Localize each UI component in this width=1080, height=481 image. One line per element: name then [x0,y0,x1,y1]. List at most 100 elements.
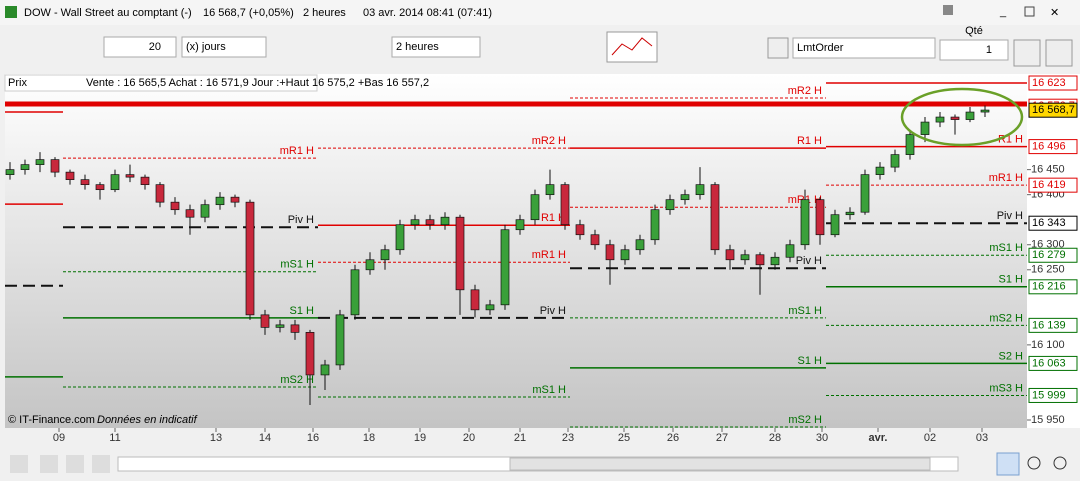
close[interactable]: ✕ [1050,7,1059,19]
pivot-label: mS1 H [989,242,1023,254]
candle-body [50,159,60,173]
plot: mR1 H Piv H mS1 H S1 H mS2 H mR2 H R1 H mR1 H Pi… [5,82,1027,428]
sell-button[interactable] [1045,39,1073,67]
scroll-thumb[interactable] [509,457,931,471]
candle-body [110,174,120,191]
candle-body [200,204,210,218]
pivot-label: mR2 H [532,135,566,147]
price-tag-label: 16 216 [1032,281,1066,293]
tool-button[interactable] [40,455,58,473]
pivot-label: mR1 H [532,249,566,261]
minimize[interactable]: _ [999,6,1007,18]
candle-body [275,324,285,328]
interval: 2 heures [303,7,346,19]
candle-body [590,234,600,246]
candle-body [830,214,840,236]
y-tick-label: 16 250 [1031,264,1065,276]
chart-header-label: Prix [8,77,27,89]
order-type-select[interactable] [792,37,936,59]
tool-button[interactable] [10,455,28,473]
candle-body [230,196,240,203]
app-icon [5,6,17,18]
candle-body [425,219,435,226]
chart-header [4,74,318,92]
pivot-label: Piv H [997,210,1023,222]
candle-body [290,324,300,333]
pivot-label: mS1 H [280,259,314,271]
candle-body [320,364,330,376]
qty-label: Qté [965,25,983,37]
candle-body [215,196,225,206]
y-tick-label: 15 950 [1031,414,1065,426]
wrench-button[interactable] [767,37,789,59]
price-tag [1028,177,1078,193]
quote: 16 568,7 (+0,05%) [203,7,294,19]
candle-body [500,229,510,306]
candle-body [170,201,180,211]
candle-body [950,116,960,120]
candle-body [815,199,825,236]
zoom-fit[interactable] [996,452,1020,476]
price-tag [1028,215,1078,231]
candle-body [350,269,360,316]
interval-select[interactable] [391,36,481,58]
candle-body [155,184,165,203]
qty: 1 [986,44,992,56]
candle-body [800,199,810,246]
candle-body [5,169,15,175]
price-tag-label: 16 623 [1032,77,1066,89]
pivot-label: mR2 H [788,85,822,97]
candle-body [905,134,915,155]
period-count-input[interactable] [103,36,177,58]
x-tick-label: 09 [53,432,65,444]
candle-body [305,332,315,376]
candle-body [245,201,255,316]
tool-button[interactable] [66,455,84,473]
price-tag-label: 16 419 [1032,179,1066,191]
candle-body [410,219,420,226]
icon[interactable] [943,5,953,15]
candle-body [455,216,465,291]
zoom-in[interactable] [1053,456,1067,470]
pivot-label: S1 H [290,305,315,317]
candle-body [125,174,135,178]
candle-body [650,209,660,241]
pivot-label: mS1 H [788,305,822,317]
tool-button[interactable] [92,455,110,473]
pivot-label: mR1 H [280,145,314,157]
price-tag-label: 16 139 [1032,319,1066,331]
x-tick-label: 28 [769,432,781,444]
price-tag-label: 16 568,7 [1032,104,1075,116]
price-tag [1028,387,1078,403]
chart-header-info: Vente : 16 565,5 Achat : 16 571,9 Jour :… [86,77,429,89]
zoom-out[interactable] [1027,456,1041,470]
candle-body [80,179,90,186]
candle-body [95,184,105,191]
qty-input[interactable] [939,39,1009,61]
candle-body [185,209,195,218]
price-tag [1028,139,1078,155]
price-tag [1028,355,1078,371]
candle-body [785,244,795,258]
candle-body [140,176,150,186]
x-tick-label: 18 [363,432,375,444]
period-count: 20 [149,41,161,53]
maximize[interactable] [1024,6,1035,17]
pivot-label: R1 H [541,212,566,224]
price-tag-label: 16 063 [1032,357,1066,369]
x-tick-label: 19 [414,432,426,444]
candle-body [665,199,675,211]
candle-body [65,171,75,180]
candle-body [470,289,480,311]
buy-button[interactable] [1013,39,1041,67]
period-unit-select[interactable] [181,36,267,58]
pivot-label: S1 H [999,274,1024,286]
indicator-button[interactable] [606,31,658,63]
copyright: © IT-Finance.com [8,414,95,426]
x-tick-label: 16 [307,432,319,444]
pivot-label: mS3 H [989,382,1023,394]
candle-body [935,116,945,123]
title-bar [0,0,1080,25]
order-type: LmtOrder [797,42,844,54]
interval-value: 2 heures [396,41,439,53]
